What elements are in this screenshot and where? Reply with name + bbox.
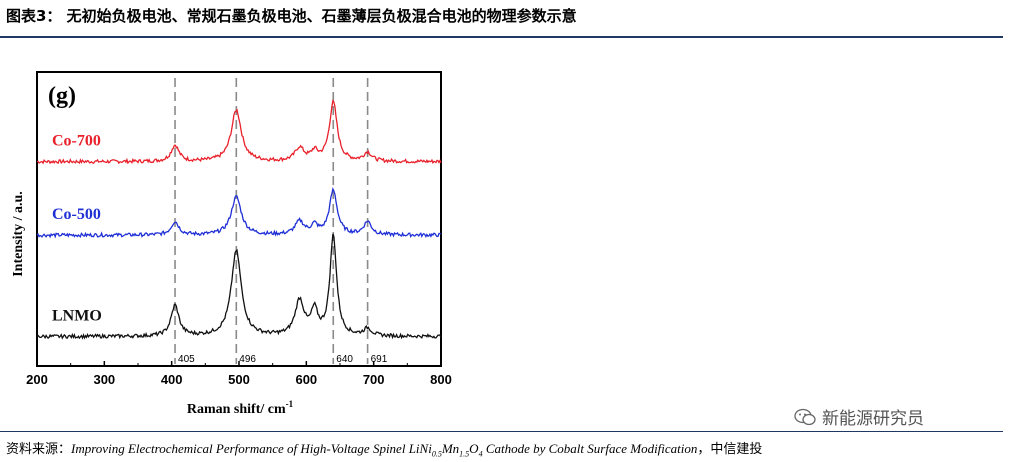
x-tick-label: 600	[295, 372, 317, 387]
source-note: 资料来源：Improving Electrochemical Performan…	[6, 438, 762, 459]
series-line-lnmo	[36, 233, 442, 340]
header-rule	[0, 36, 1003, 38]
series-line-co-500	[36, 187, 442, 239]
figure-title: 图表3： 无初始负极电池、常规石墨负极电池、石墨薄层负极混合电池的物理参数示意	[6, 7, 577, 25]
series-label-co-500: Co-500	[52, 206, 101, 223]
reference-line-label: 691	[371, 354, 388, 365]
source-citation: Improving Electrochemical Performance of…	[71, 441, 698, 459]
x-axis-label: Raman shift/ cm-1	[187, 399, 294, 417]
x-tick-label: 200	[26, 372, 48, 387]
x-tick-label: 300	[93, 372, 115, 387]
reference-line-label: 640	[336, 354, 353, 365]
y-axis-label: Intensity / a.u.	[11, 191, 26, 277]
watermark: 新能源研究员	[794, 404, 924, 429]
x-tick-label: 500	[228, 372, 250, 387]
x-tick-label: 700	[363, 372, 385, 387]
footer-rule	[0, 431, 1003, 432]
series-line-co-700	[36, 98, 442, 165]
series-label-co-700: Co-700	[52, 133, 101, 150]
source-suffix: ，中信建投	[697, 441, 763, 456]
reference-line-label: 405	[178, 354, 195, 365]
x-tick-label: 800	[430, 372, 452, 387]
series-label-lnmo: LNMO	[52, 307, 102, 324]
raman-chart: 405 496 640 691 Co-700 Co-500 LNMO 200 300 400 5…	[11, 71, 452, 417]
panel-label: (g)	[48, 83, 76, 109]
reference-line-label: 496	[239, 354, 256, 365]
source-prefix: 资料来源：	[6, 441, 72, 456]
watermark-text: 新能源研究员	[822, 409, 924, 429]
wechat-icon	[794, 408, 816, 425]
x-tick-label: 400	[161, 372, 183, 387]
